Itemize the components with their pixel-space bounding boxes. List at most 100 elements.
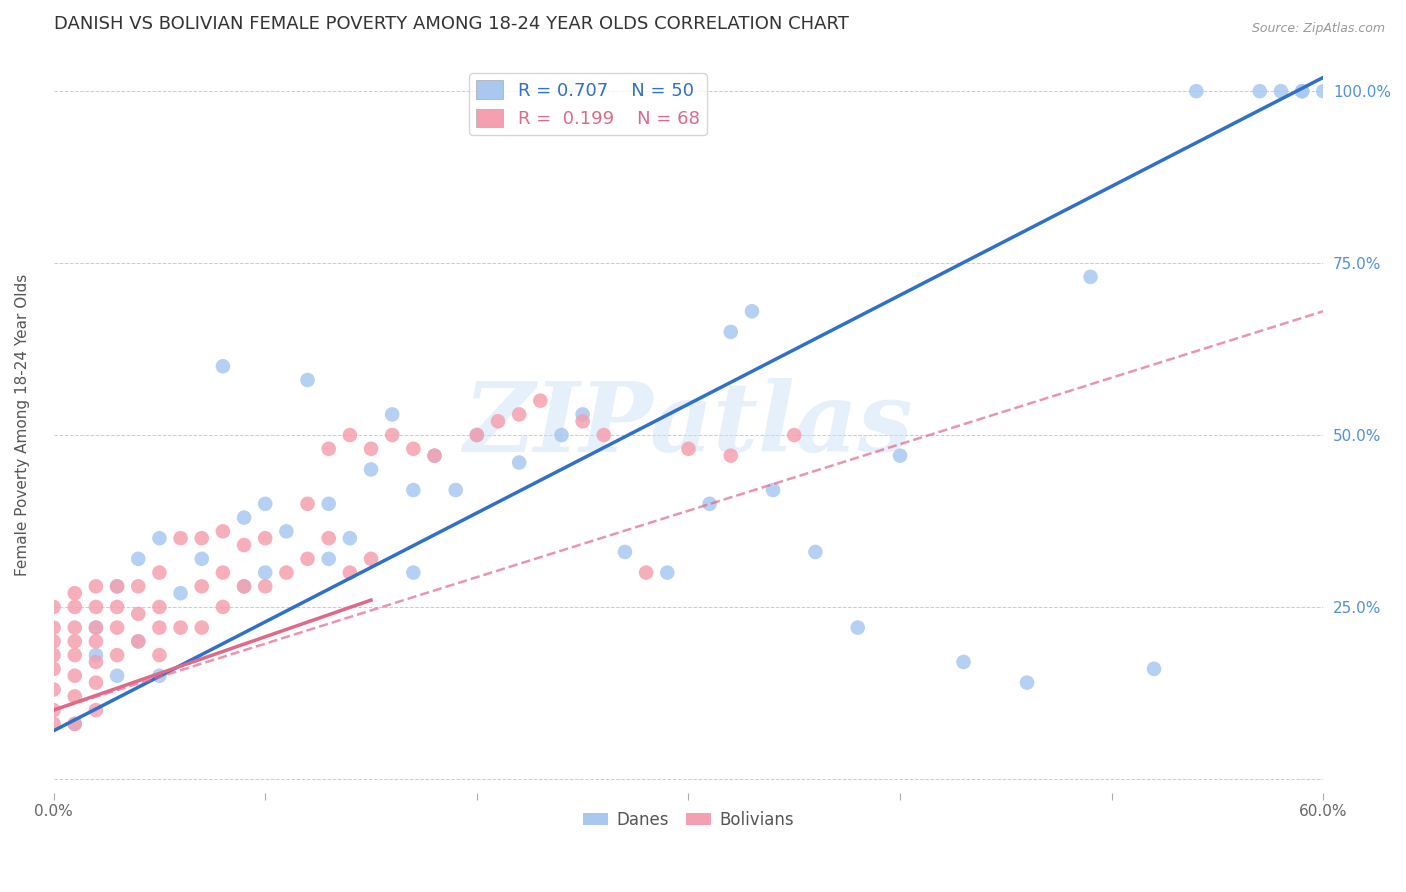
Point bbox=[127, 634, 149, 648]
Point bbox=[254, 579, 277, 593]
Point bbox=[127, 579, 149, 593]
Point bbox=[1270, 84, 1292, 98]
Point bbox=[465, 428, 488, 442]
Point bbox=[571, 408, 593, 422]
Point bbox=[63, 634, 86, 648]
Point bbox=[63, 621, 86, 635]
Point bbox=[720, 449, 742, 463]
Point bbox=[783, 428, 806, 442]
Point bbox=[254, 497, 277, 511]
Point bbox=[42, 682, 65, 697]
Point bbox=[423, 449, 446, 463]
Point bbox=[233, 510, 256, 524]
Point bbox=[508, 408, 530, 422]
Point bbox=[318, 531, 340, 545]
Point bbox=[741, 304, 763, 318]
Point bbox=[1080, 269, 1102, 284]
Point bbox=[212, 599, 235, 614]
Point bbox=[169, 621, 191, 635]
Point bbox=[84, 599, 107, 614]
Point bbox=[846, 621, 869, 635]
Point bbox=[190, 531, 212, 545]
Point bbox=[297, 373, 319, 387]
Text: ZIPatlas: ZIPatlas bbox=[464, 377, 914, 472]
Point bbox=[127, 607, 149, 621]
Point bbox=[657, 566, 679, 580]
Point bbox=[699, 497, 721, 511]
Point bbox=[84, 675, 107, 690]
Point bbox=[529, 393, 551, 408]
Y-axis label: Female Poverty Among 18-24 Year Olds: Female Poverty Among 18-24 Year Olds bbox=[15, 274, 30, 576]
Point bbox=[402, 483, 425, 497]
Point bbox=[63, 690, 86, 704]
Point bbox=[508, 456, 530, 470]
Point bbox=[212, 566, 235, 580]
Point bbox=[592, 428, 614, 442]
Point bbox=[1291, 84, 1313, 98]
Point bbox=[42, 662, 65, 676]
Point bbox=[360, 442, 382, 456]
Point bbox=[190, 579, 212, 593]
Point bbox=[402, 566, 425, 580]
Point bbox=[889, 449, 911, 463]
Point bbox=[148, 669, 170, 683]
Point bbox=[339, 531, 361, 545]
Point bbox=[1249, 84, 1271, 98]
Point bbox=[1291, 84, 1313, 98]
Point bbox=[297, 497, 319, 511]
Point bbox=[84, 579, 107, 593]
Point bbox=[720, 325, 742, 339]
Point bbox=[105, 669, 128, 683]
Point bbox=[190, 551, 212, 566]
Point bbox=[339, 428, 361, 442]
Point bbox=[212, 524, 235, 539]
Point bbox=[381, 428, 404, 442]
Point bbox=[148, 621, 170, 635]
Point bbox=[84, 621, 107, 635]
Point bbox=[42, 703, 65, 717]
Point bbox=[276, 524, 298, 539]
Point bbox=[42, 634, 65, 648]
Point bbox=[63, 648, 86, 662]
Point bbox=[63, 586, 86, 600]
Point bbox=[318, 442, 340, 456]
Point bbox=[63, 669, 86, 683]
Point bbox=[550, 428, 572, 442]
Point bbox=[212, 359, 235, 374]
Point bbox=[423, 449, 446, 463]
Point bbox=[148, 599, 170, 614]
Point bbox=[360, 462, 382, 476]
Point bbox=[63, 599, 86, 614]
Point bbox=[84, 634, 107, 648]
Point bbox=[465, 428, 488, 442]
Point bbox=[233, 579, 256, 593]
Point bbox=[339, 566, 361, 580]
Point bbox=[1143, 662, 1166, 676]
Point bbox=[42, 648, 65, 662]
Point bbox=[42, 717, 65, 731]
Point bbox=[42, 599, 65, 614]
Point bbox=[63, 717, 86, 731]
Point bbox=[84, 703, 107, 717]
Point bbox=[169, 586, 191, 600]
Point bbox=[42, 621, 65, 635]
Point bbox=[148, 531, 170, 545]
Point bbox=[571, 414, 593, 428]
Point bbox=[318, 497, 340, 511]
Point bbox=[233, 579, 256, 593]
Point bbox=[105, 599, 128, 614]
Point bbox=[84, 621, 107, 635]
Point bbox=[1312, 84, 1334, 98]
Point bbox=[636, 566, 658, 580]
Point bbox=[402, 442, 425, 456]
Text: Source: ZipAtlas.com: Source: ZipAtlas.com bbox=[1251, 22, 1385, 36]
Point bbox=[444, 483, 467, 497]
Point bbox=[1185, 84, 1208, 98]
Point bbox=[127, 551, 149, 566]
Text: DANISH VS BOLIVIAN FEMALE POVERTY AMONG 18-24 YEAR OLDS CORRELATION CHART: DANISH VS BOLIVIAN FEMALE POVERTY AMONG … bbox=[53, 15, 848, 33]
Point bbox=[148, 566, 170, 580]
Point bbox=[952, 655, 974, 669]
Point bbox=[105, 579, 128, 593]
Point bbox=[1015, 675, 1038, 690]
Point bbox=[84, 655, 107, 669]
